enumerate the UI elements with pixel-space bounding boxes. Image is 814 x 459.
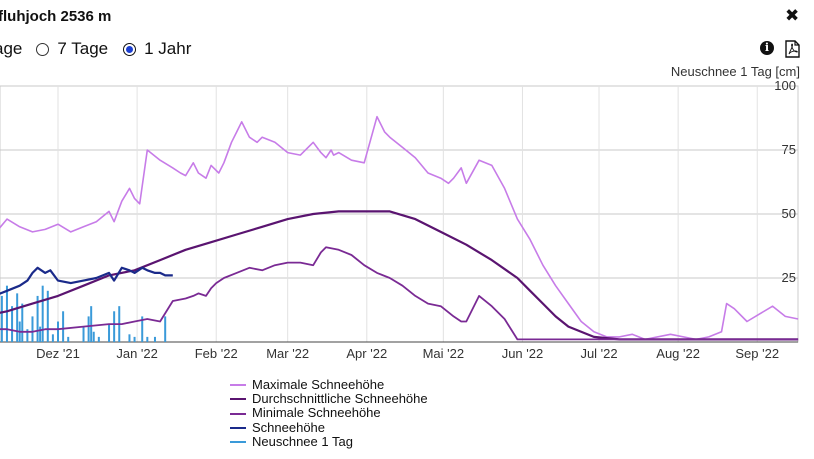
range-option-day-label: age: [0, 39, 23, 58]
new-snow-bar: [46, 290, 49, 342]
legend-label: Neuschnee 1 Tag: [252, 433, 353, 449]
legend-swatch: [230, 440, 246, 443]
range-radio-group: age 7 Tage 1 Jahr: [0, 39, 191, 59]
snow-depth-line: [0, 266, 173, 295]
x-tick-label: Jul '22: [580, 346, 617, 361]
legend-swatch: [230, 412, 246, 415]
legend-swatch: [230, 398, 246, 401]
new-snow-bar: [87, 316, 90, 342]
legend-swatch: [230, 426, 246, 429]
new-snow-bar: [153, 336, 156, 342]
range-option-day[interactable]: age: [0, 39, 22, 59]
legend-label: Maximale Schneehöhe: [252, 377, 385, 392]
new-snow-bar: [141, 316, 144, 342]
new-snow-bar: [41, 285, 44, 342]
new-snow-bar: [128, 334, 131, 342]
new-snow-bar: [36, 295, 39, 342]
legend-label: Durchschnittliche Schneehöhe: [252, 391, 428, 407]
x-tick-label: Mai '22: [423, 346, 465, 361]
chart-legend: Maximale Schneehöhe Durchschnittliche Sc…: [230, 377, 428, 449]
x-tick-label: Feb '22: [195, 346, 238, 361]
range-option-1-year-label: 1 Jahr: [144, 39, 192, 58]
new-snow-bar: [164, 316, 167, 342]
station-title: fluhjoch 2536 m: [0, 8, 112, 25]
range-option-1-year[interactable]: 1 Jahr: [123, 39, 191, 59]
legend-label: Minimale Schneehöhe: [252, 405, 381, 421]
new-snow-bar: [113, 311, 116, 342]
new-snow-bar: [67, 336, 70, 342]
x-tick-label: Dez '21: [36, 346, 80, 361]
close-icon[interactable]: ✖: [785, 6, 800, 25]
x-tick-label: Jun '22: [502, 346, 544, 361]
new-snow-bar: [39, 326, 42, 342]
info-icon[interactable]: i: [760, 41, 774, 55]
new-snow-bar: [92, 331, 95, 342]
legend-swatch: [230, 384, 246, 387]
x-tick-label: Jan '22: [116, 346, 158, 361]
x-tick-label: Sep '22: [735, 346, 779, 361]
new-snow-bar: [26, 329, 29, 342]
legend-item[interactable]: Maximale Schneehöhe: [230, 377, 428, 392]
y-tick-label: 100: [774, 78, 796, 93]
range-option-7-days-label: 7 Tage: [57, 39, 109, 58]
new-snow-bar: [57, 321, 59, 342]
legend-item[interactable]: Schneehöhe: [230, 419, 428, 435]
new-snow-bar: [146, 336, 149, 342]
new-snow-bar: [16, 293, 19, 342]
new-snow-bar: [97, 336, 100, 342]
y-tick-label: 25: [782, 270, 796, 285]
legend-item[interactable]: Durchschnittliche Schneehöhe: [230, 392, 428, 406]
new-snow-bar: [31, 316, 34, 342]
x-tick-label: Aug '22: [656, 346, 700, 361]
new-snow-bar: [90, 306, 93, 342]
new-snow-bar: [11, 306, 14, 342]
y-tick-label: 75: [782, 142, 796, 157]
legend-label: Schneehöhe: [252, 419, 326, 435]
x-tick-label: Mar '22: [266, 346, 309, 361]
pdf-icon[interactable]: [785, 40, 800, 58]
new-snow-bar: [21, 303, 24, 342]
x-tick-label: Apr '22: [346, 346, 387, 361]
max-snow-line: [0, 115, 799, 341]
legend-item[interactable]: Neuschnee 1 Tag: [230, 433, 428, 449]
radio-1-year[interactable]: [123, 42, 137, 56]
range-option-7-days[interactable]: 7 Tage: [36, 39, 108, 59]
new-snow-bar: [108, 324, 111, 342]
new-snow-bar: [0, 295, 3, 342]
y-tick-label: 50: [782, 206, 796, 221]
chart-unit-label: Neuschnee 1 Tag [cm]: [670, 64, 800, 79]
legend-item[interactable]: Minimale Schneehöhe: [230, 406, 428, 420]
new-snow-bar: [5, 285, 8, 342]
new-snow-bar: [82, 326, 85, 342]
radio-7-days[interactable]: [36, 42, 50, 56]
new-snow-bar: [51, 334, 54, 342]
min-snow-line: [0, 246, 799, 341]
new-snow-bar: [133, 336, 136, 342]
new-snow-bar: [62, 311, 65, 342]
